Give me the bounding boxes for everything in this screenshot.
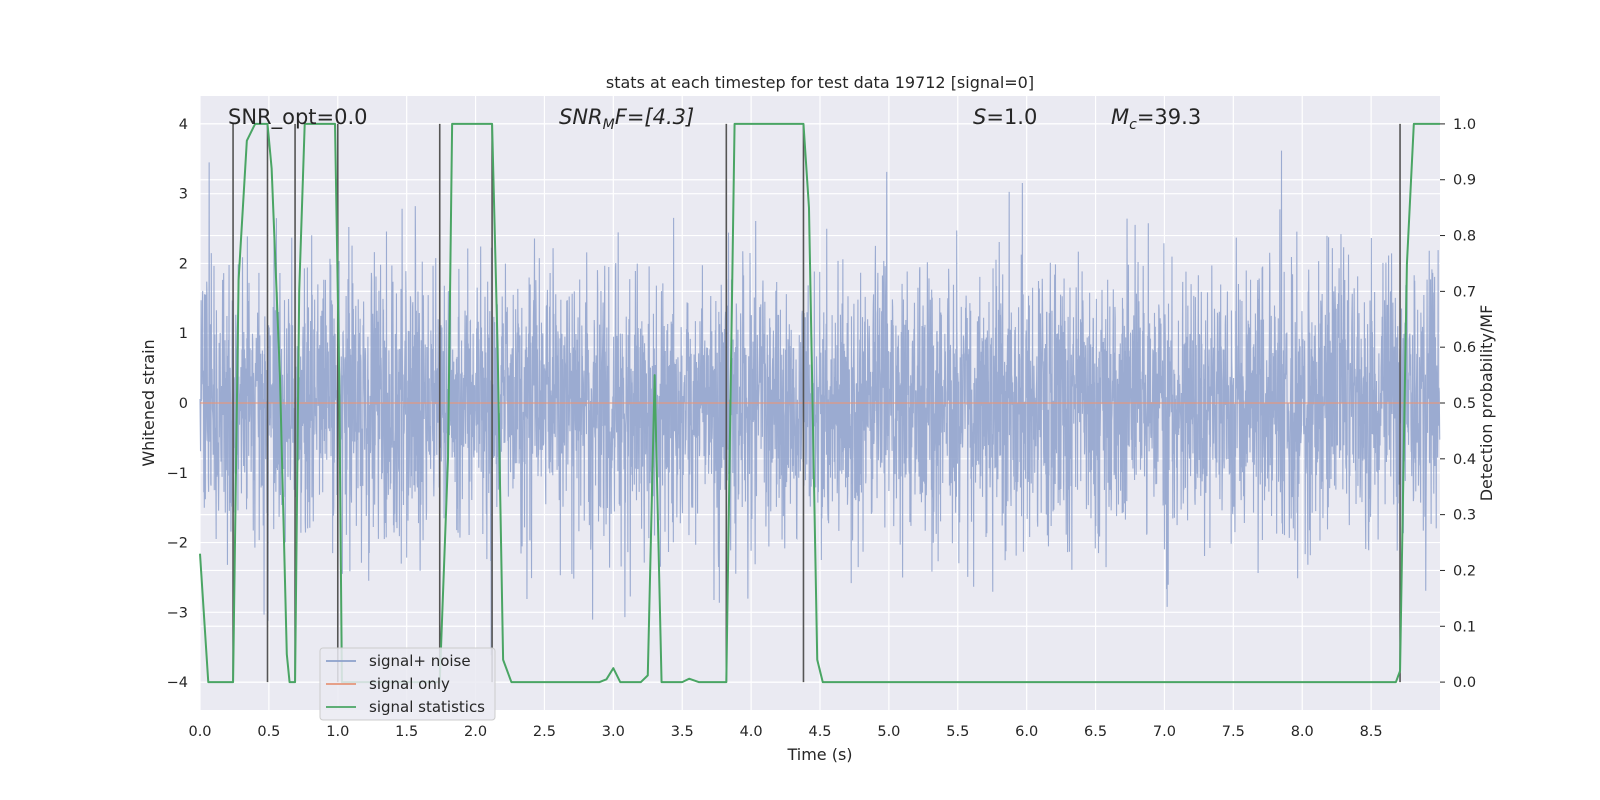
x-tick-label: 1.0 — [326, 724, 349, 740]
y-tick-label: −2 — [167, 536, 188, 552]
y-axis-label: Whitened strain — [139, 339, 158, 466]
x-tick-label: 5.5 — [946, 724, 969, 740]
y2-tick-label: 0.9 — [1453, 173, 1476, 189]
mc-symbol: M — [1111, 105, 1129, 129]
x-tick-label: 3.5 — [671, 724, 694, 740]
y2-tick-label: 0.0 — [1453, 675, 1476, 691]
y2-tick-label: 1.0 — [1453, 117, 1476, 133]
x-tick-label: 8.5 — [1360, 724, 1383, 740]
y2-tick-label: 0.4 — [1453, 452, 1476, 468]
x-axis-label: Time (s) — [786, 745, 852, 764]
x-tick-label: 8.0 — [1291, 724, 1314, 740]
y2-tick-label: 0.7 — [1453, 284, 1476, 300]
mc-subscript: c — [1129, 117, 1137, 133]
annotation-snr-opt: SNR_opt=0.0 — [228, 105, 368, 130]
legend-box — [319, 647, 496, 721]
legend: signal+ noise signal only signal statist… — [319, 647, 496, 721]
y-tick-label: 1 — [179, 326, 188, 342]
y-tick-label: −1 — [167, 466, 188, 482]
x-tick-label: 0.0 — [188, 724, 211, 740]
snr-mf-subscript: M — [603, 117, 615, 133]
x-tick-label: 6.5 — [1084, 724, 1107, 740]
y-tick-label: −4 — [167, 675, 188, 691]
legend-label-signal-noise: signal+ noise — [369, 652, 471, 670]
noise-series — [199, 150, 1441, 656]
statistics-series — [199, 122, 1440, 684]
s-rest: =1.0 — [986, 105, 1037, 129]
y-tick-label: 2 — [179, 256, 188, 272]
x-tick-label: 2.5 — [533, 724, 556, 740]
x-tick-label: 4.0 — [740, 724, 763, 740]
y2-tick-label: 0.1 — [1453, 619, 1476, 635]
y2-tick-label: 0.6 — [1453, 340, 1476, 356]
x-tick-label: 5.0 — [877, 724, 900, 740]
x-tick-label: 2.0 — [464, 724, 487, 740]
y-tick-label: 0 — [179, 396, 188, 412]
chart-title: stats at each timestep for test data 197… — [606, 73, 1034, 92]
annotation-snr-mf: SNRMF=[4.3] — [559, 105, 694, 133]
y2-tick-label: 0.2 — [1453, 563, 1476, 579]
x-tick-label: 3.0 — [602, 724, 625, 740]
y-tick-label: −3 — [167, 605, 188, 621]
x-tick-label: 6.0 — [1015, 724, 1038, 740]
annotation-mc: Mc=39.3 — [1111, 105, 1201, 133]
legend-label-signal-statistics: signal statistics — [369, 698, 485, 716]
axis-ticks: 0.0 0.5 1.0 1.5 2.0 2.5 3.0 3.5 4.0 4.5 5.0 5.5 6.0 6… — [167, 117, 1476, 740]
y2-tick-label: 0.8 — [1453, 229, 1476, 245]
y2-tick-label: 0.3 — [1453, 508, 1476, 524]
snr-mf-symbol: SNR — [559, 105, 603, 129]
s-symbol: S — [973, 105, 986, 129]
signal-noise-line — [199, 150, 1441, 656]
legend-label-signal-only: signal only — [369, 675, 450, 693]
y-tick-label: 3 — [179, 187, 188, 203]
x-tick-label: 4.5 — [808, 724, 831, 740]
x-tick-label: 1.5 — [395, 724, 418, 740]
x-tick-label: 0.5 — [257, 724, 280, 740]
y2-tick-label: 0.5 — [1453, 396, 1476, 412]
snr-mf-rest: F=[4.3] — [615, 105, 694, 129]
y-tick-label: 4 — [179, 117, 188, 133]
mc-rest: =39.3 — [1137, 105, 1201, 129]
signal-statistics-line — [199, 122, 1440, 684]
x-tick-label: 7.0 — [1153, 724, 1176, 740]
annotation-s: S=1.0 — [973, 105, 1037, 129]
x-tick-label: 7.5 — [1222, 724, 1245, 740]
y2-axis-label: Detection probability/MF — [1477, 305, 1496, 502]
